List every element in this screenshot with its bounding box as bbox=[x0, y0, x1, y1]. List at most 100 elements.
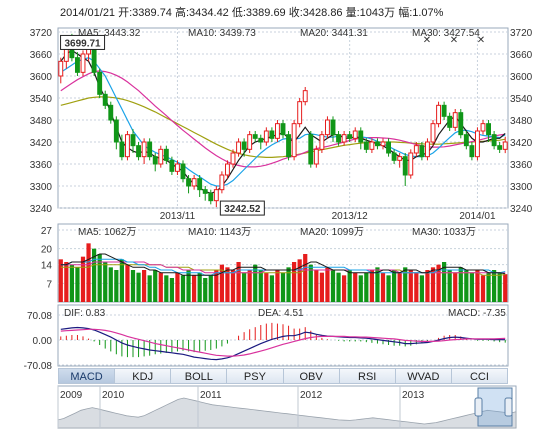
volume-bar bbox=[242, 272, 247, 302]
volume-bar bbox=[319, 272, 324, 302]
candle-body bbox=[391, 152, 397, 161]
candle-body bbox=[325, 119, 330, 136]
candle-body bbox=[447, 115, 453, 128]
candle-body bbox=[413, 145, 419, 154]
volume-bar bbox=[236, 262, 241, 302]
volume-bar bbox=[414, 272, 419, 302]
ma20-line bbox=[60, 70, 506, 168]
x-tick-label: 2013/12 bbox=[332, 211, 369, 222]
volume-ma5-line bbox=[60, 253, 506, 276]
volume-bar bbox=[153, 270, 158, 302]
volume-bar bbox=[247, 270, 252, 302]
volume-bar bbox=[480, 275, 486, 302]
candle-body bbox=[202, 189, 208, 194]
candle-body bbox=[180, 163, 186, 180]
candle-body bbox=[336, 134, 342, 143]
price-tick-right: 3480 bbox=[510, 116, 533, 127]
volume-bar bbox=[308, 264, 313, 302]
candle-body bbox=[236, 141, 242, 154]
volume-legend-ma10: MA10: 1143万 bbox=[188, 227, 251, 238]
price-panel: 3720 3720 3660 3660 3600 3600 3540 3540 3480 3480… bbox=[30, 27, 533, 222]
volume-bar bbox=[142, 270, 147, 302]
candle-body bbox=[502, 141, 508, 150]
candle-body bbox=[491, 134, 497, 147]
volume-bar bbox=[58, 259, 63, 302]
volume-bar bbox=[147, 275, 152, 302]
tab-kdj[interactable]: KDJ bbox=[115, 368, 172, 384]
overview-drag-handle[interactable] bbox=[474, 397, 483, 417]
volume-bar bbox=[464, 270, 469, 302]
candle-body bbox=[263, 130, 269, 143]
candle-body bbox=[341, 134, 347, 143]
candle-body bbox=[402, 156, 408, 176]
volume-bar bbox=[358, 275, 363, 302]
candle-body bbox=[247, 134, 253, 150]
volume-bar bbox=[208, 275, 213, 302]
volume-bar bbox=[492, 270, 497, 302]
x-tick-label: 2013/11 bbox=[160, 211, 196, 222]
overview-year-label: 2009 bbox=[60, 390, 83, 401]
volume-bar bbox=[197, 272, 202, 302]
candle-body bbox=[308, 134, 314, 165]
macd-legend-dif: DIF: 0.83 bbox=[64, 308, 106, 319]
volume-bar bbox=[186, 270, 191, 302]
candle-body bbox=[219, 174, 225, 191]
overview-drag-handle[interactable] bbox=[504, 397, 513, 417]
candle-body bbox=[436, 104, 442, 125]
candle-body bbox=[302, 90, 308, 103]
candle-body bbox=[380, 141, 386, 147]
tab-boll[interactable]: BOLL bbox=[171, 368, 228, 384]
candle-body bbox=[469, 145, 475, 158]
tab-macd[interactable]: MACD bbox=[58, 368, 116, 384]
volume-bar bbox=[342, 275, 347, 302]
price-tick-right: 3240 bbox=[510, 204, 533, 215]
tab-wvad[interactable]: WVAD bbox=[395, 368, 452, 384]
volume-bar bbox=[397, 272, 402, 302]
candle-body bbox=[80, 53, 86, 73]
candle-body bbox=[297, 101, 303, 125]
candle-body bbox=[230, 152, 236, 165]
price-tick-right: 3420 bbox=[510, 138, 533, 149]
volume-tick: 27 bbox=[41, 226, 53, 237]
overview-year-label: 2011 bbox=[200, 390, 222, 401]
tab-cci[interactable]: CCI bbox=[451, 368, 508, 384]
volume-bar bbox=[325, 267, 330, 302]
volume-bar bbox=[347, 270, 352, 302]
candle-body bbox=[102, 93, 108, 106]
candle-body bbox=[208, 192, 214, 202]
price-tick-left: 3600 bbox=[30, 72, 53, 83]
volume-legend-ma20: MA20: 1099万 bbox=[300, 227, 364, 238]
tab-psy[interactable]: PSY bbox=[227, 368, 284, 384]
volume-bar bbox=[125, 264, 130, 302]
volume-bar bbox=[180, 275, 186, 302]
candle-body bbox=[363, 141, 369, 150]
candle-body bbox=[119, 141, 125, 158]
x-tick-label: 2014/01 bbox=[459, 211, 496, 222]
candle-body bbox=[441, 104, 447, 117]
volume-bar bbox=[442, 262, 447, 302]
volume-tick: 20 bbox=[41, 245, 53, 256]
candle-body bbox=[347, 134, 353, 139]
volume-bar bbox=[475, 270, 480, 302]
extreme-label: 3242.52 bbox=[224, 204, 261, 215]
extreme-label-box bbox=[219, 200, 265, 216]
candle-body bbox=[169, 159, 175, 172]
volume-panel: 27 20 14 7 MA5: 1062万 MA10: 1143万 MA20: 1099万 M… bbox=[41, 223, 509, 303]
price-tick-right: 3720 bbox=[510, 28, 533, 39]
candle-body bbox=[130, 134, 136, 147]
overview-year-label: 2012 bbox=[300, 390, 323, 401]
volume-bar bbox=[130, 270, 136, 302]
quote-header: 2014/01/21 开:3389.74 高:3434.42 低:3389.69… bbox=[60, 7, 444, 19]
volume-bar bbox=[219, 264, 224, 302]
tab-obv[interactable]: OBV bbox=[283, 368, 340, 384]
price-tick-left: 3540 bbox=[30, 94, 53, 105]
candle-body bbox=[75, 57, 80, 73]
candle-body bbox=[352, 130, 358, 139]
overview-navigator[interactable]: 2009 2010 2011 2012 2013 bbox=[57, 385, 517, 429]
volume-bar bbox=[386, 275, 391, 302]
volume-bar bbox=[469, 272, 474, 302]
volume-bar bbox=[214, 270, 219, 302]
price-tick-right: 3300 bbox=[510, 182, 533, 193]
tab-rsi[interactable]: RSI bbox=[339, 368, 396, 384]
